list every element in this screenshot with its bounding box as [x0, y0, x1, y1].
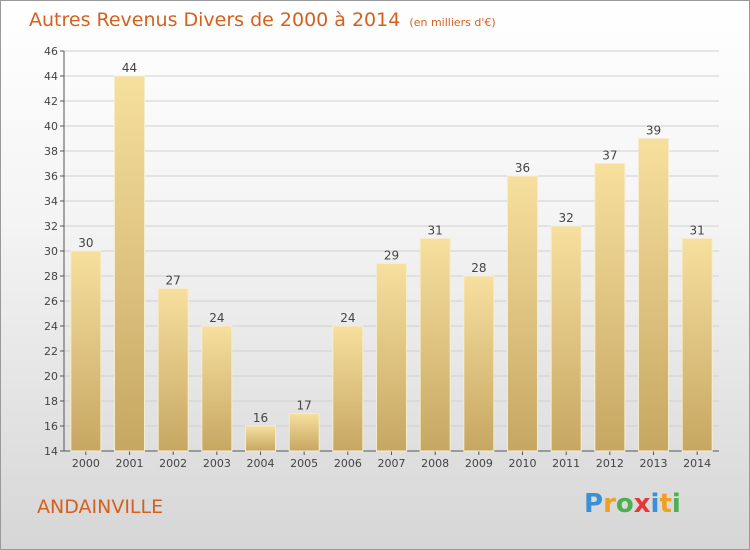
x-tick-label: 2004 — [247, 457, 275, 470]
logo-letter: r — [603, 489, 616, 519]
data-label: 44 — [122, 61, 137, 75]
y-tick-label: 16 — [44, 420, 58, 433]
y-tick-label: 22 — [44, 345, 58, 358]
data-label: 17 — [297, 399, 312, 413]
logo-letter: o — [615, 489, 634, 519]
data-label: 28 — [471, 261, 486, 275]
y-tick-label: 40 — [44, 120, 58, 133]
x-tick-label: 2003 — [203, 457, 231, 470]
y-tick-label: 44 — [44, 70, 58, 83]
x-tick-label: 2007 — [378, 457, 406, 470]
y-tick-label: 26 — [44, 295, 58, 308]
bars — [70, 75, 713, 452]
bar-2008 — [419, 238, 451, 452]
y-tick-label: 24 — [44, 320, 58, 333]
x-tick-label: 2002 — [159, 457, 187, 470]
bar-2002 — [157, 288, 189, 452]
x-tick-label: 2001 — [116, 457, 144, 470]
axes: 14 16 18 20 22 24 26 28 30 32 34 36 38 40 42 44 46 2000 20… — [44, 45, 719, 470]
logo-letter: P — [584, 489, 604, 519]
data-label: 27 — [166, 274, 181, 288]
data-label: 30 — [78, 236, 93, 250]
chart-title-block: Autres Revenus Divers de 2000 à 2014 (en… — [29, 9, 496, 31]
bar-2009 — [463, 275, 495, 452]
x-tick-label: 2013 — [640, 457, 668, 470]
x-tick-label: 2000 — [72, 457, 100, 470]
bar-2006 — [332, 325, 364, 452]
x-tick-label: 2011 — [552, 457, 580, 470]
logo-letter: i — [650, 489, 660, 519]
bar-2014 — [681, 238, 713, 452]
data-label: 39 — [646, 124, 661, 138]
logo-letter: t — [659, 489, 672, 519]
data-label: 31 — [428, 224, 443, 238]
bar-2011 — [550, 225, 582, 452]
bar-2001 — [114, 75, 145, 452]
data-label: 37 — [602, 149, 617, 163]
x-tick-label: 2008 — [421, 457, 449, 470]
data-label: 24 — [209, 311, 224, 325]
y-tick-label: 18 — [44, 395, 58, 408]
x-tick-label: 2012 — [596, 457, 624, 470]
y-tick-label: 14 — [44, 445, 58, 458]
y-tick-label: 20 — [44, 370, 58, 383]
bar-2012 — [594, 163, 626, 452]
y-tick-label: 38 — [44, 145, 58, 158]
y-tick-label: 34 — [44, 195, 58, 208]
data-label: 31 — [690, 224, 705, 238]
bar-2003 — [201, 325, 233, 452]
bar-2007 — [376, 263, 407, 452]
data-labels: 30 44 27 24 16 17 24 29 31 28 36 32 37 39 31 — [78, 61, 705, 425]
chart-subtitle: (en milliers d'€) — [409, 16, 496, 29]
bar-2000 — [70, 250, 102, 452]
x-tick-label: 2010 — [509, 457, 537, 470]
logo-letter: x — [633, 489, 651, 519]
data-label: 24 — [340, 311, 355, 325]
bar-2005 — [288, 413, 320, 452]
x-tick-label: 2014 — [683, 457, 711, 470]
y-tick-label: 28 — [44, 270, 58, 283]
data-label: 32 — [559, 211, 574, 225]
data-label: 29 — [384, 249, 399, 263]
y-tick-label: 46 — [44, 45, 58, 58]
data-label: 16 — [253, 411, 268, 425]
bar-2004 — [245, 425, 276, 452]
y-tick-label: 30 — [44, 245, 58, 258]
bar-2013 — [638, 138, 669, 452]
x-tick-label: 2005 — [290, 457, 318, 470]
proxiti-logo[interactable]: Proxiti — [584, 489, 681, 519]
data-label: 36 — [515, 161, 530, 175]
bar-2010 — [507, 175, 538, 452]
y-tick-label: 36 — [44, 170, 58, 183]
chart-title: Autres Revenus Divers de 2000 à 2014 — [29, 9, 401, 31]
y-tick-label: 32 — [44, 220, 58, 233]
x-tick-label: 2006 — [334, 457, 362, 470]
logo-letter: i — [671, 489, 681, 519]
commune-name: ANDAINVILLE — [37, 496, 164, 518]
x-tick-label: 2009 — [465, 457, 493, 470]
y-tick-label: 42 — [44, 95, 58, 108]
